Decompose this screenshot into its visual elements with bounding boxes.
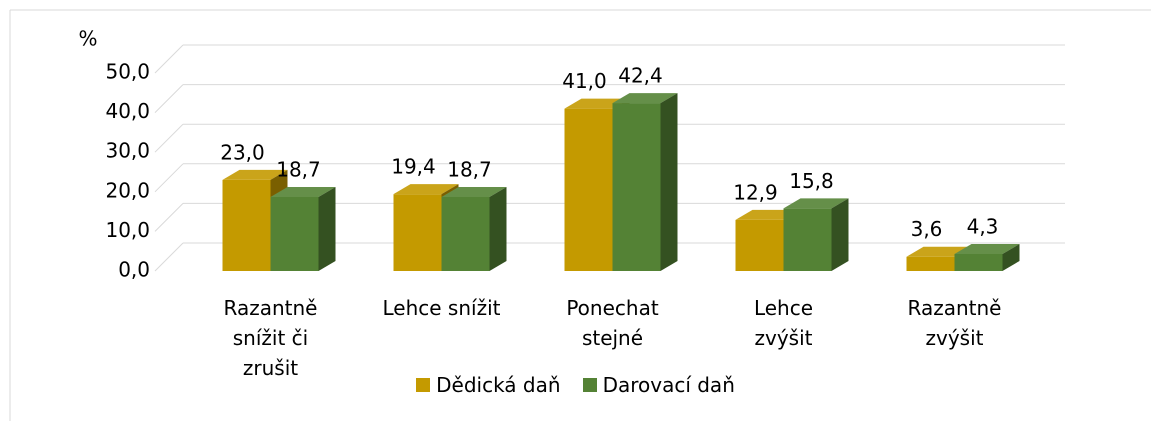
legend-swatch [416,378,431,392]
bar-top [954,243,1020,254]
bar [612,93,678,271]
y-tick-label: 20,0 [105,178,150,202]
bar-front [564,108,613,271]
bar-top [783,198,849,209]
legend-item: Darovací daň [582,373,735,397]
grid-line [154,123,184,153]
x-tick-label: Razantně snížit či zrušit [223,296,318,380]
bar-top [612,93,678,104]
y-tick-label: 30,0 [105,139,150,163]
y-tick-label: 10,0 [105,218,150,242]
bar-front [906,256,955,271]
bar-front [612,103,661,271]
grid-line [154,242,184,272]
x-tick-label: Lehce snížit [382,296,501,320]
bar-side [1002,243,1020,271]
y-tick-label: 0,0 [118,258,150,282]
legend-swatch [582,378,597,392]
grid-line [154,44,184,74]
bar-front [783,208,832,271]
bar-side [318,186,336,271]
data-label: 15,8 [789,169,834,193]
x-tick-label: Lehce zvýšit [753,296,814,350]
legend-label: Darovací daň [602,373,735,397]
bar [441,186,507,271]
bar-front [735,219,784,271]
bar-side [489,186,507,271]
legend-label: Dědická daň [436,373,561,397]
bar-top [270,186,336,197]
bar-front [222,179,271,271]
y-tick-label: 40,0 [105,99,150,123]
data-label: 42,4 [618,64,663,88]
grid-line [154,84,184,113]
data-label: 41,0 [562,69,607,93]
data-label: 18,7 [447,157,492,181]
bar [954,243,1020,271]
y-axis-label: % [78,27,97,51]
data-label: 19,4 [391,155,436,179]
grid-line [154,163,184,193]
legend-item: Dědická daň [416,373,561,397]
data-label: 23,0 [220,140,265,164]
bar-front [954,253,1003,271]
bar [270,186,336,271]
data-label: 4,3 [967,214,999,238]
bar [783,198,849,271]
data-label: 18,7 [276,157,321,181]
bar-front [393,194,442,271]
grid-line [154,203,184,232]
data-label: 3,6 [911,217,943,241]
x-tick-label: Ponechat stejné [566,296,659,350]
data-label: 12,9 [733,180,778,204]
bar-front [441,196,490,271]
bar-top [441,186,507,197]
legend: Dědická daň Darovací daň [0,373,1151,397]
bar-side [831,198,849,271]
bar-side [660,93,678,271]
bar-top [222,169,288,180]
x-tick-label: Razantně zvýšit [907,296,1002,350]
y-tick-label: 50,0 [105,60,150,84]
bar-top [393,184,459,195]
bar-front [270,196,319,271]
